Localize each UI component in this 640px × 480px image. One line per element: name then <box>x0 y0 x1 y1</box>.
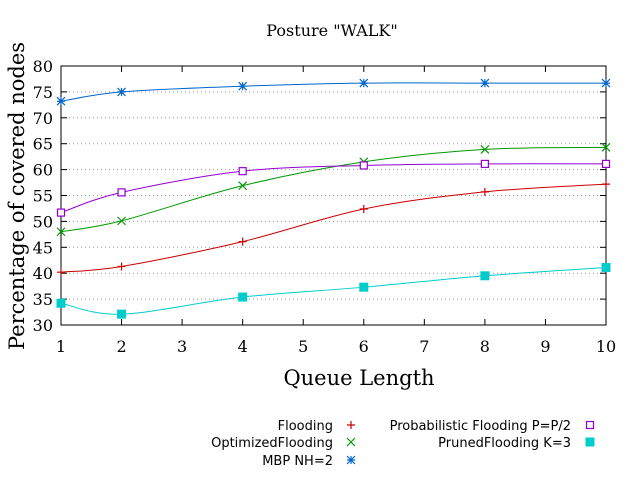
legend-label: OptimizedFlooding <box>211 436 333 451</box>
data-point <box>238 237 247 246</box>
x-tick-label: 5 <box>298 337 308 356</box>
legend-label: Probabilistic Flooding P=P/2 <box>390 419 571 434</box>
grid <box>61 91 606 300</box>
data-point <box>359 282 369 292</box>
data-point <box>601 263 611 273</box>
data-point <box>238 81 248 91</box>
series-prunedflooding-k-3 <box>56 263 611 319</box>
data-point <box>480 78 490 88</box>
x-tick-label: 9 <box>540 337 550 356</box>
data-point <box>480 159 489 169</box>
x-tick-label: 10 <box>596 337 616 356</box>
y-tick-label: 75 <box>33 83 53 102</box>
series-line <box>60 146 607 233</box>
y-tick-label: 35 <box>33 290 53 309</box>
series-probabilistic-flooding-p-p-2 <box>56 159 611 217</box>
series-line <box>60 183 607 273</box>
data-point <box>238 292 248 302</box>
data-point <box>56 208 66 217</box>
data-point <box>56 298 66 308</box>
data-point <box>117 309 127 319</box>
series-group <box>56 78 611 319</box>
data-point <box>359 204 368 213</box>
legend-label: Flooding <box>278 419 333 434</box>
series-flooding <box>57 180 610 277</box>
data-point <box>602 180 610 189</box>
x-tick-label: 7 <box>419 337 429 356</box>
legend-label: PrunedFlooding K=3 <box>438 436 571 451</box>
data-point <box>480 144 490 154</box>
x-tick-label: 2 <box>116 337 126 356</box>
y-axis-label: Percentage of covered nodes <box>5 42 29 350</box>
legend-marker <box>585 437 595 447</box>
series-line <box>60 267 607 315</box>
data-point <box>359 78 369 88</box>
data-point <box>117 87 126 97</box>
y-tick-label: 70 <box>33 109 53 128</box>
data-point <box>480 271 490 281</box>
series-mbp-nh-2 <box>56 78 611 106</box>
data-point <box>57 268 65 277</box>
x-tick-label: 4 <box>238 337 248 356</box>
y-tick-label: 55 <box>33 187 53 206</box>
x-tick-label: 1 <box>56 337 66 356</box>
data-point <box>601 142 611 152</box>
y-tick-label: 80 <box>33 57 53 76</box>
x-tick-label: 3 <box>177 337 187 356</box>
y-tick-label: 60 <box>33 161 53 180</box>
legend-label: MBP NH=2 <box>262 454 333 469</box>
data-point <box>601 159 611 169</box>
y-tick-label: 40 <box>33 264 53 283</box>
legend-marker <box>585 420 595 430</box>
data-point <box>238 181 248 191</box>
x-axis-label: Queue Length <box>283 366 434 390</box>
legend-entry: Flooding <box>278 419 355 434</box>
x-tick-label: 8 <box>480 337 490 356</box>
data-point <box>56 227 66 237</box>
chart-title: Posture "WALK" <box>266 21 397 40</box>
legend-entry: OptimizedFlooding <box>211 436 356 451</box>
y-tick-label: 30 <box>33 316 53 335</box>
data-point <box>56 96 66 106</box>
y-tick-label: 50 <box>33 212 53 231</box>
data-point <box>117 262 126 271</box>
data-point <box>238 167 247 176</box>
legend-entry: Probabilistic Flooding P=P/2 <box>390 419 595 434</box>
x-tick-label: 6 <box>359 337 369 356</box>
data-point <box>601 78 611 88</box>
series-line <box>60 163 607 214</box>
data-point <box>359 161 368 170</box>
legend-entry: MBP NH=2 <box>262 454 356 469</box>
legend: Flooding OptimizedFlooding MBP NH=2 Probabi… <box>211 419 595 469</box>
y-tick-label: 65 <box>33 135 53 154</box>
y-tick-label: 45 <box>33 238 53 257</box>
legend-marker <box>347 421 355 429</box>
legend-marker <box>346 455 356 465</box>
data-point <box>117 216 126 226</box>
data-point <box>480 187 489 196</box>
data-point <box>117 188 126 197</box>
legend-marker <box>346 437 356 447</box>
legend-entry: PrunedFlooding K=3 <box>438 436 595 451</box>
